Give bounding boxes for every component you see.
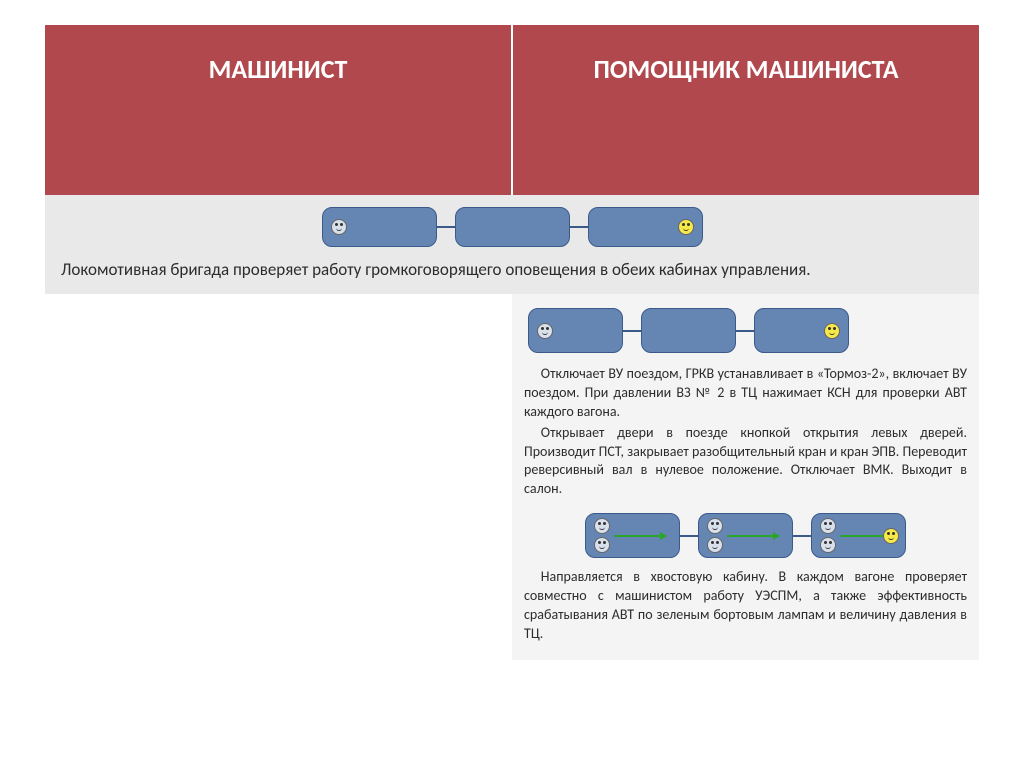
assistant-face-icon xyxy=(678,219,694,235)
train-car xyxy=(455,207,570,247)
assistant-face-icon xyxy=(883,528,899,544)
train-connector xyxy=(570,226,588,228)
assistant-column: Отключает ВУ поездом, ГРКВ устанавливает… xyxy=(512,294,979,660)
train-car xyxy=(698,513,793,558)
train-connector xyxy=(793,535,811,537)
driver-face-icon xyxy=(707,518,723,534)
assistant-para3: Направляется в хвостовую кабину. В каждо… xyxy=(524,568,967,644)
assistant-para1: Отключает ВУ поездом, ГРКВ устанавливает… xyxy=(524,365,967,499)
train-connector xyxy=(437,226,455,228)
train-car xyxy=(322,207,437,247)
train-connector xyxy=(736,330,754,332)
train-car xyxy=(585,513,680,558)
driver-face-icon xyxy=(331,219,347,235)
driver-face-icon xyxy=(594,537,610,553)
assistant-face-icon xyxy=(824,323,840,339)
table-header: МАШИНИСТ ПОМОЩНИК МАШИНИСТА xyxy=(45,25,979,195)
para3-text: Направляется в хвостовую кабину. В каждо… xyxy=(524,568,967,644)
header-assistant-label: ПОМОЩНИК МАШИНИСТА xyxy=(594,53,899,86)
driver-face-icon xyxy=(707,537,723,553)
train-car xyxy=(754,308,849,353)
para1-text: Отключает ВУ поездом, ГРКВ устанавливает… xyxy=(524,365,967,422)
driver-face-icon xyxy=(537,323,553,339)
move-arrow-icon xyxy=(727,535,779,537)
train-diagram-mid xyxy=(528,308,967,353)
train-connector xyxy=(623,330,641,332)
train-car xyxy=(588,207,703,247)
train-car xyxy=(641,308,736,353)
para2-text: Открывает двери в поезде кнопкой открыти… xyxy=(524,424,967,500)
shared-instruction-row: Локомотивная бригада проверяет работу гр… xyxy=(45,195,979,294)
train-connector xyxy=(680,535,698,537)
train-car xyxy=(528,308,623,353)
shared-instruction-text: Локомотивная бригада проверяет работу гр… xyxy=(61,259,963,280)
body-row: Отключает ВУ поездом, ГРКВ устанавливает… xyxy=(45,294,979,660)
move-arrow-icon xyxy=(614,535,666,537)
driver-face-icon xyxy=(594,518,610,534)
driver-column xyxy=(45,294,512,660)
train-car xyxy=(811,513,906,558)
header-assistant: ПОМОЩНИК МАШИНИСТА xyxy=(513,25,979,195)
header-driver: МАШИНИСТ xyxy=(45,25,513,195)
driver-face-icon xyxy=(820,518,836,534)
train-diagram-top xyxy=(61,207,963,247)
driver-face-icon xyxy=(820,537,836,553)
header-driver-label: МАШИНИСТ xyxy=(209,53,348,86)
train-diagram-bottom xyxy=(524,513,967,558)
